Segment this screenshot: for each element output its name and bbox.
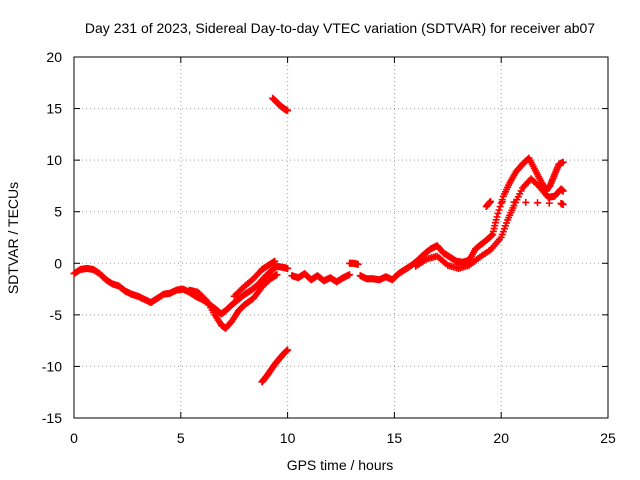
y-tick-label: -15 [42,410,62,426]
data-point [284,107,292,115]
data-point [284,346,292,354]
y-tick-label: 5 [54,204,62,220]
series-lower-branch [185,271,281,332]
data-point [493,213,501,221]
series-late-morning [356,154,567,284]
plot-frame [73,56,609,419]
data-point [559,200,567,208]
y-tick-label: 15 [46,101,62,117]
y-tick-label: 20 [46,49,62,65]
data-point [495,206,503,214]
y-tick-labels: -15 -10 -5 0 5 10 15 20 [42,49,62,426]
series-segment-near-minus10 [258,346,292,386]
data-points [70,94,567,386]
x-tick-label: 10 [280,430,296,446]
data-point [545,199,553,207]
data-point [559,158,567,166]
chart-title: Day 231 of 2023, Sidereal Day-to-day VTE… [85,20,595,36]
data-point [487,197,495,205]
data-point [271,257,279,265]
data-point [346,271,354,279]
data-point [522,198,530,206]
y-axis-title: SDTVAR / TECUs [5,182,21,294]
x-tick-label: 15 [387,430,403,446]
series-late-lower [412,175,567,272]
x-axis-title: GPS time / hours [287,457,394,473]
data-point [559,187,567,195]
data-point [354,260,362,268]
data-point [510,198,518,206]
series-segment-near-16 [269,94,292,115]
data-point [498,198,506,206]
axis-ticks [73,56,609,419]
data-point [494,209,502,217]
series-upper-branch [230,257,279,300]
data-point [534,199,542,207]
y-tick-label: 10 [46,152,62,168]
series-isolated-late [482,197,567,211]
x-tick-label: 5 [177,430,185,446]
series-middle [288,270,354,286]
data-point [273,271,281,279]
data-point [284,264,292,272]
data-point [201,295,209,303]
series-isolated-13 [346,259,362,268]
y-tick-label: -10 [42,358,62,374]
x-tick-label: 20 [493,430,509,446]
data-point [496,203,504,211]
x-tick-label: 25 [600,430,616,446]
x-tick-label: 0 [70,430,78,446]
y-tick-label: 0 [54,255,62,271]
x-tick-labels: 0 5 10 15 20 25 [70,430,616,446]
y-tick-label: -5 [50,307,63,323]
data-point [497,199,505,207]
grid [74,57,608,418]
